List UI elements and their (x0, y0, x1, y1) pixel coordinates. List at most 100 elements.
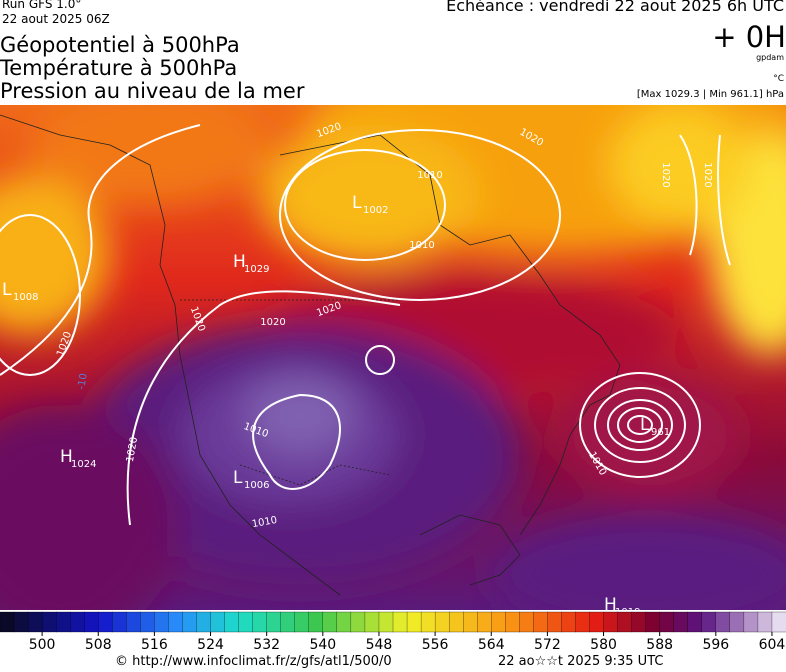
color-swatch (729, 611, 745, 633)
color-swatch (182, 611, 198, 633)
color-swatch (547, 611, 563, 633)
color-swatch (645, 611, 661, 633)
center-letter: H (60, 447, 73, 467)
isobar-label: 1020 (260, 317, 285, 328)
center-letter: H (233, 252, 246, 272)
tick-label: 516 (141, 637, 168, 653)
tick-label: 604 (759, 637, 786, 653)
center-value: 1008 (13, 292, 38, 303)
title-line: Pression au niveau de la mer (0, 79, 305, 103)
color-swatch (350, 611, 366, 633)
run-label: Run GFS 1.0° (2, 0, 82, 11)
tick-label: 572 (534, 637, 561, 653)
tick-label: 508 (85, 637, 112, 653)
color-swatch (308, 611, 324, 633)
temperature-field (0, 105, 786, 610)
footer-url: © http://www.infoclimat.fr/z/gfs/atl1/50… (115, 654, 392, 669)
isobars (0, 124, 731, 526)
color-swatch (84, 611, 99, 633)
center-letter: L (233, 468, 243, 488)
center-value: 1024 (71, 459, 96, 470)
color-swatch (70, 611, 85, 633)
color-swatch (196, 611, 212, 633)
color-swatch (603, 611, 619, 633)
temp-unit: °C (773, 74, 784, 84)
tick-label: 532 (253, 637, 280, 653)
color-swatch (771, 611, 786, 633)
color-swatch (505, 611, 520, 633)
color-swatch (420, 611, 436, 633)
center-value: 1019 (615, 607, 640, 610)
color-swatch (13, 611, 29, 633)
isobar-label: 1010 (409, 240, 434, 251)
isobar-label: 1010 (251, 515, 278, 530)
valid-time: Echéance : vendredi 22 aout 2025 6h UTC (446, 0, 784, 15)
unit: gpdam (756, 53, 784, 62)
color-swatch (589, 611, 605, 633)
color-swatch (673, 611, 689, 633)
color-swatch (575, 611, 591, 633)
color-swatch (0, 611, 15, 633)
run-date: 22 aout 2025 06Z (2, 12, 110, 26)
color-swatch (98, 611, 113, 633)
colorbar: 500 508 516 524 532 540 548 556 564 572 580 588 596 6… (0, 611, 786, 653)
center-value: 1006 (244, 480, 269, 491)
color-swatch (294, 611, 310, 633)
color-swatch (701, 611, 717, 633)
isobar-label: 1020 (125, 436, 140, 463)
color-swatch (168, 611, 184, 633)
tick-label: 500 (29, 637, 56, 653)
tick-label: 564 (478, 637, 505, 653)
color-swatch (617, 611, 633, 633)
color-swatch (210, 611, 226, 633)
center-letter: L (640, 415, 650, 435)
color-swatch (743, 611, 759, 633)
color-swatch (448, 611, 464, 633)
color-swatch (280, 611, 296, 633)
center-letter: H (604, 595, 617, 610)
color-swatch (364, 611, 380, 633)
color-swatch (519, 611, 535, 633)
color-swatch (41, 611, 57, 633)
color-swatch (336, 611, 352, 633)
color-swatch (659, 611, 675, 633)
color-swatch (757, 611, 773, 633)
pressure-range: [Max 1029.3 | Min 961.1] hPa (636, 89, 784, 100)
title-line: Géopotentiel à 500hPa (0, 33, 240, 57)
color-swatch (112, 611, 127, 633)
color-swatch (238, 611, 254, 633)
tick-label: 524 (197, 637, 224, 653)
color-swatch (224, 611, 240, 633)
color-swatch (533, 611, 549, 633)
tick-label: 580 (590, 637, 617, 653)
tick-label: 596 (702, 637, 729, 653)
tick-label: 556 (422, 637, 449, 653)
color-swatch (266, 611, 282, 633)
tick-label: 588 (646, 637, 673, 653)
color-swatch (322, 611, 338, 633)
center-value: 961 (651, 427, 670, 438)
color-swatch (687, 611, 703, 633)
color-swatch (27, 611, 43, 633)
color-swatch (55, 611, 71, 633)
isobar-label: 1010 (417, 170, 442, 181)
color-swatch (434, 611, 450, 633)
color-swatch (561, 611, 577, 633)
color-swatch (406, 611, 422, 633)
color-swatch (463, 611, 478, 633)
color-swatch (154, 611, 170, 633)
center-letter: L (2, 280, 12, 300)
color-swatch (392, 611, 408, 633)
offset: + 0H (712, 20, 786, 54)
isobar-label: 1020 (660, 162, 671, 187)
color-swatch (631, 611, 647, 633)
color-swatch (252, 611, 268, 633)
footer-timestamp: 22 ao☆☆t 2025 9:35 UTC (498, 654, 664, 669)
color-swatch (715, 611, 731, 633)
color-swatch (126, 611, 142, 633)
color-swatch (477, 611, 492, 633)
tick-label: 548 (366, 637, 393, 653)
isotherm-label: -10 (76, 373, 90, 391)
